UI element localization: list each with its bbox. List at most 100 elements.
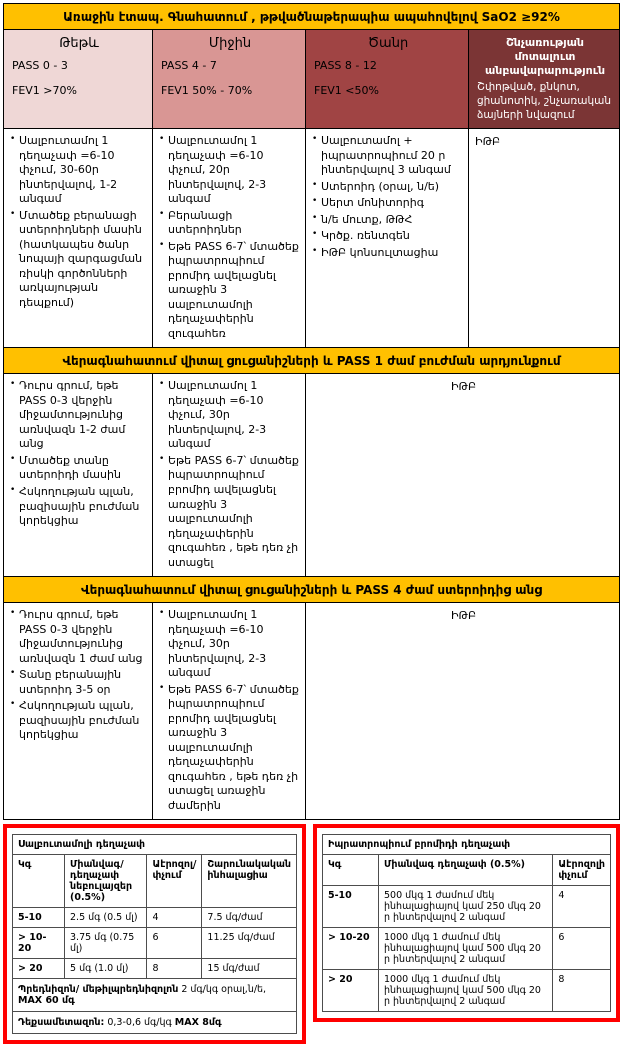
bullet-item: Դուրս գրում, եթե PASS 0-3 վերջին միջամտո… xyxy=(10,379,148,452)
table-cell: 5 մգ (1.0 մլ) xyxy=(63,958,148,980)
prednisone-dose: 2 մգ/կգ օրալ,ն/ե, xyxy=(178,984,267,996)
bullet-item: Տանը բերանային ստերոիդ 3-5 օր xyxy=(10,668,148,697)
severity-title-severe: Ծանր xyxy=(367,36,409,51)
table-cell: Կգ xyxy=(12,854,65,909)
salbutamol-table: Կգ Միանվագ/դեղաչափ նեբուլայզեր (0.5%) Աէրո… xyxy=(12,854,297,980)
treatment1-severe-cell: Սալբուտամոլ + իպրատրոպիում 20 ր ինտերվալ… xyxy=(306,129,469,348)
table-cell: > 10-20 xyxy=(12,927,65,960)
bullet-item: Մտածեք բերանացի ստերոիդների մասին (հատկա… xyxy=(10,209,148,311)
table-cell: 8 xyxy=(146,958,203,980)
table-cell: 11.25 մգ/ժամ xyxy=(201,927,297,960)
bullet-item: Հսկողության պլան, բազիսային բուժման կորե… xyxy=(10,485,148,529)
table-cell: 15 մգ/ժամ xyxy=(201,958,297,980)
salbutamol-table-body: 5-10 2.5 մգ (0.5 մլ) 4 7.5 մգ/ժամ > 10-20 3.7… xyxy=(12,907,297,980)
bullet-item: Սալբուտամոլ + իպրատրոպիում 20 ր ինտերվալ… xyxy=(312,134,464,178)
icu-label: ԻԹԲ xyxy=(450,380,477,394)
pass-range-severe: PASS 8 - 12 xyxy=(314,59,377,72)
bullet-item: ԻԹԲ կոնսուլտացիա xyxy=(312,246,464,261)
table-cell: 6 xyxy=(552,927,611,971)
bullet-item: ն/ե մուտք, ԹԹՀ xyxy=(312,213,464,228)
bullet-item: Ստերոիդ (օրալ, ն/ե) xyxy=(312,180,464,195)
bullet-item: Մտածեք տանը ստերոիդի մասին xyxy=(10,454,148,483)
treatment3-moderate-list: Սալբուտամոլ 1 դեղաչափ =6-10 փչում, 30ր ի… xyxy=(159,608,301,813)
asthma-protocol-page: { "colors": { "banner_gold": "#FFC000", … xyxy=(0,0,623,822)
severity-subtitle-imminent: Շփոթված, քնկոտ, ցիանոտիկ, շնչառական ձայն… xyxy=(477,81,611,121)
table-row: > 10-20 3.75 մգ (0.75 մլ) 6 11.25 մգ/ժամ xyxy=(12,927,297,960)
severity-cell-moderate: Միջին PASS 4 - 7 FEV1 50% - 70% xyxy=(153,30,306,129)
table-cell: Կգ xyxy=(322,854,379,887)
table-cell: 3.75 մգ (0.75 մլ) xyxy=(63,927,148,960)
table-row: 5-10 2.5 մգ (0.5 մլ) 4 7.5 մգ/ժամ xyxy=(12,907,297,929)
ipratropium-table-title: Իպրատրոպիում բրոմիդի դեղաչափ xyxy=(322,834,611,855)
salbutamol-table-title: Սալբուտամոլի դեղաչափ xyxy=(12,834,297,855)
table-row: > 10-20 1000 մկգ 1 ժամում մեկ ինհալացիայո… xyxy=(322,927,611,971)
ipratropium-dose-table: Իպրատրոպիում բրոմիդի դեղաչափ Կգ Միանվագ դ… xyxy=(313,824,620,1023)
table-cell: Աէրոզոլ/ փչում xyxy=(146,854,203,909)
table-cell: 500 մկգ 1 ժամում մեկ ինհալացիայով կամ 25… xyxy=(377,885,554,929)
table-row: > 20 1000 մկգ 1 ժամում մեկ ինհալացիայով կ… xyxy=(322,969,611,1013)
fev-range-severe: FEV1 <50% xyxy=(314,84,379,97)
table-cell: 5-10 xyxy=(12,907,65,929)
ipratropium-table-header: Կգ Միանվագ դեղաչափ (0.5%) Աէրոզոլի փչում xyxy=(322,854,611,887)
treatment1-moderate-cell: Սալբուտամոլ 1 դեղաչափ =6-10 փչում, 20ր ի… xyxy=(153,129,306,348)
treatment2-mild-list: Դուրս գրում, եթե PASS 0-3 վերջին միջամտո… xyxy=(10,379,148,528)
treatment2-moderate-list: Սալբուտամոլ 1 դեղաչափ =6-10 փչում, 30ր ի… xyxy=(159,379,301,570)
table-cell: Աէրոզոլի փչում xyxy=(552,854,611,887)
treatment-row-3: Դուրս գրում, եթե PASS 0-3 վերջին միջամտո… xyxy=(3,603,620,821)
treatment1-mild-list: Սալբուտամոլ 1 դեղաչափ =6-10 փչում, 30-60… xyxy=(10,134,148,310)
prednisone-label: Պրեդնիզոն/ մեթիլպրեդնիզոլոն xyxy=(18,984,179,996)
table-cell: 4 xyxy=(552,885,611,929)
severity-cell-mild: Թեթև PASS 0 - 3 FEV1 >70% xyxy=(4,30,153,129)
severity-title-mild: Թեթև xyxy=(59,36,99,51)
table-cell: Միանվագ դեղաչափ (0.5%) xyxy=(377,854,554,887)
icu-label: ԻԹԲ xyxy=(450,609,477,623)
table-row: 5-10 500 մկգ 1 ժամում մեկ ինհալացիայով կա… xyxy=(322,885,611,929)
table-row: > 20 5 մգ (1.0 մլ) 8 15 մգ/ժամ xyxy=(12,958,297,980)
treatment1-mild-cell: Սալբուտամոլ 1 դեղաչափ =6-10 փչում, 30-60… xyxy=(4,129,153,348)
dexamethasone-note: Դեքսամետազոն: 0,3-0,6 մգ/կգ MAX 8մգ xyxy=(12,1012,297,1035)
severity-header-row: Թեթև PASS 0 - 3 FEV1 >70% Միջին PASS 4 -… xyxy=(3,30,620,130)
treatment1-imminent-cell: ԻԹԲ xyxy=(469,129,619,348)
treatment3-mild-list: Դուրս գրում, եթե PASS 0-3 վերջին միջամտո… xyxy=(10,608,148,743)
stage1-banner: Առաջին էտապ. Գնահատում , թթվածնաթերապիա … xyxy=(3,3,620,30)
table-cell: 7.5 մգ/ժամ xyxy=(201,907,297,929)
bullet-item: Եթե PASS 6-7՝ մտածեք իպրատրոպիում բրոմիդ… xyxy=(159,683,301,814)
treatment3-mild-cell: Դուրս գրում, եթե PASS 0-3 վերջին միջամտո… xyxy=(4,603,153,820)
table-cell: > 20 xyxy=(12,958,65,980)
prednisone-note: Պրեդնիզոն/ մեթիլպրեդնիզոլոն 2 մգ/կգ օրալ… xyxy=(12,979,297,1013)
dexamethasone-max: MAX 8մգ xyxy=(174,1017,222,1029)
bullet-item: Բերանացի ստերոիդներ xyxy=(159,209,301,238)
reassess1-banner: Վերագնահատում վիտալ ցուցանիշների և PASS … xyxy=(3,348,620,375)
dose-tables-area: Սալբուտամոլի դեղաչափ Կգ Միանվագ/դեղաչափ ն… xyxy=(3,824,620,1044)
ipratropium-table-body: 5-10 500 մկգ 1 ժամում մեկ ինհալացիայով կա… xyxy=(322,885,611,1013)
fev-range-moderate: FEV1 50% - 70% xyxy=(161,84,253,97)
bullet-item: Սալբուտամոլ 1 դեղաչափ =6-10 փչում, 20ր ի… xyxy=(159,134,301,207)
table-cell: > 20 xyxy=(322,969,379,1013)
bullet-item: Կրծք. ռենտգեն xyxy=(312,229,464,244)
icu-label: ԻԹԲ xyxy=(475,135,501,149)
table-cell: 1000 մկգ 1 ժամում մեկ ինհալացիայով կամ 5… xyxy=(377,927,554,971)
treatment3-moderate-cell: Սալբուտամոլ 1 դեղաչափ =6-10 փչում, 30ր ի… xyxy=(153,603,306,820)
bullet-item: Դուրս գրում, եթե PASS 0-3 վերջին միջամտո… xyxy=(10,608,148,666)
prednisone-max: MAX 60 մգ xyxy=(18,995,75,1007)
bullet-item: Սերտ մոնիտորիգ xyxy=(312,196,464,211)
table-cell: > 10-20 xyxy=(322,927,379,971)
treatment1-moderate-list: Սալբուտամոլ 1 դեղաչափ =6-10 փչում, 20ր ի… xyxy=(159,134,301,341)
table-cell: 1000 մկգ 1 ժամում մեկ ինհալացիայով կամ 5… xyxy=(377,969,554,1013)
treatment1-severe-list: Սալբուտամոլ + իպրատրոպիում 20 ր ինտերվալ… xyxy=(312,134,464,260)
treatment-row-2: Դուրս գրում, եթե PASS 0-3 վերջին միջամտո… xyxy=(3,374,620,578)
reassess2-banner: Վերագնահատում վիտալ ցուցանիշների և PASS … xyxy=(3,577,620,604)
table-cell: Միանվագ/դեղաչափ նեբուլայզեր (0.5%) xyxy=(63,854,148,909)
pass-range-moderate: PASS 4 - 7 xyxy=(161,59,217,72)
table-cell: Շարունակական ինհալացիա xyxy=(201,854,297,909)
table-row: Կգ Միանվագ/դեղաչափ նեբուլայզեր (0.5%) Աէրո… xyxy=(12,854,297,909)
bullet-item: Հսկողության պլան, բազիսային բուժման կորե… xyxy=(10,699,148,743)
dexamethasone-dose: 0,3-0,6 մգ/կգ xyxy=(104,1017,175,1029)
treatment3-merged-cell: ԻԹԲ xyxy=(306,603,619,820)
fev-range-mild: FEV1 >70% xyxy=(12,84,77,97)
salbutamol-table-header: Կգ Միանվագ/դեղաչափ նեբուլայզեր (0.5%) Աէրո… xyxy=(12,854,297,909)
dexamethasone-label: Դեքսամետազոն: xyxy=(18,1017,105,1029)
table-row: Կգ Միանվագ դեղաչափ (0.5%) Աէրոզոլի փչում xyxy=(322,854,611,887)
severity-cell-severe: Ծանր PASS 8 - 12 FEV1 <50% xyxy=(306,30,469,129)
bullet-item: Եթե PASS 6-7՝ մտածեք իպրատրոպիում բրոմիդ… xyxy=(159,454,301,570)
